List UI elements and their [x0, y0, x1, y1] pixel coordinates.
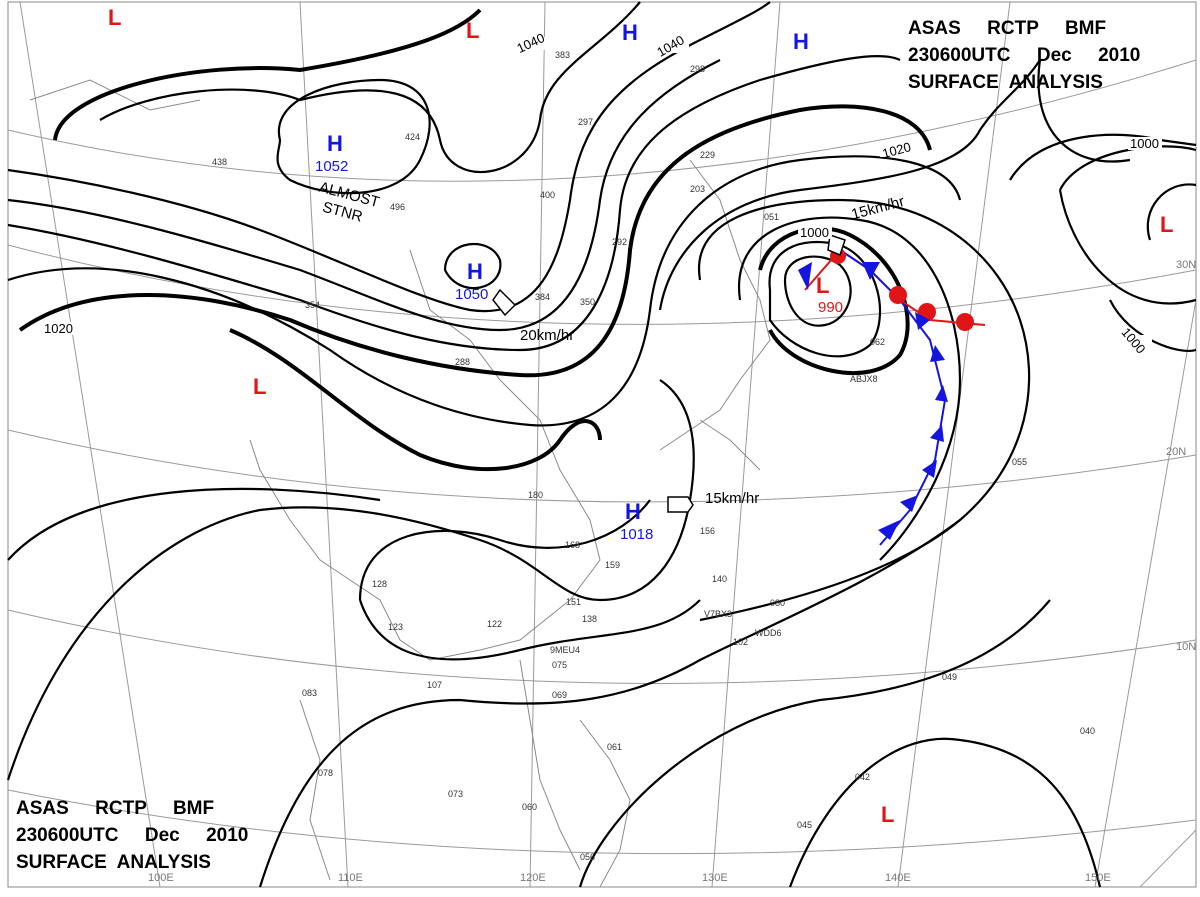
station-value: ABJX8: [850, 374, 878, 384]
station-value: 055: [1012, 457, 1027, 467]
longitude-label: 100E: [148, 872, 174, 884]
high-center-marker: H: [793, 29, 809, 54]
high-center-marker: H: [327, 131, 343, 156]
low-center-marker: L: [816, 273, 829, 298]
isobar-label: 1000: [800, 225, 829, 240]
station-value: 123: [388, 622, 403, 632]
station-value: 9MEU4: [550, 645, 580, 655]
station-value: 040: [1080, 726, 1095, 736]
station-value: 438: [212, 157, 227, 167]
station-value: 061: [607, 742, 622, 752]
title-line: ASAS RCTP BMF: [16, 798, 215, 819]
station-value: 073: [448, 789, 463, 799]
latitude-label: 10N: [1176, 641, 1196, 653]
station-value: 069: [552, 690, 567, 700]
low-center-pressure: 990: [818, 299, 843, 316]
title-line: SURFACE ANALYSIS: [16, 852, 211, 873]
low-center-marker: L: [1160, 212, 1173, 237]
longitude-label: 140E: [885, 872, 911, 884]
movement-speed-label: 15km/hr: [705, 490, 759, 507]
station-value: 051: [764, 212, 779, 222]
high-center-marker: H: [625, 499, 641, 524]
longitude-label: 150E: [1085, 872, 1111, 884]
station-value: WDD6: [755, 628, 782, 638]
station-value: 288: [455, 357, 470, 367]
high-center-marker: H: [622, 20, 638, 45]
station-value: 350: [580, 297, 595, 307]
title-line: SURFACE ANALYSIS: [908, 72, 1103, 93]
map-title-top-right: ASAS RCTP BMF 230600UTC Dec 2010 SURFACE A…: [908, 15, 1140, 96]
high-center-pressure: 1052: [315, 158, 348, 175]
station-value: 122: [487, 619, 502, 629]
station-value: 168: [565, 540, 580, 550]
station-value: 060: [522, 802, 537, 812]
station-value: V7BX3: [704, 609, 732, 619]
station-value: 049: [942, 672, 957, 682]
cold-front-triangles: [798, 262, 948, 540]
latitude-label: 30N: [1176, 259, 1196, 271]
isobar-label: 1000: [1130, 136, 1159, 151]
fronts: [798, 248, 986, 546]
movement-arrows: [492, 234, 846, 513]
station-value: 128: [372, 579, 387, 589]
station-value: 292: [612, 237, 627, 247]
station-value: 159: [605, 560, 620, 570]
station-value: 140: [712, 574, 727, 584]
isobar-label: 1040: [514, 30, 547, 56]
station-value: 400: [540, 190, 555, 200]
meridians: [19, 1, 1197, 888]
low-center-marker: L: [253, 374, 266, 399]
station-value: 080: [770, 598, 785, 608]
movement-speed-label: 20km/hr: [520, 327, 574, 344]
station-value: 180: [528, 490, 543, 500]
low-center-marker: L: [108, 5, 121, 30]
low-center-marker: L: [466, 18, 479, 43]
station-value: 138: [582, 614, 597, 624]
station-value: 354: [305, 300, 320, 310]
longitude-label: 120E: [520, 872, 546, 884]
longitude-label: 110E: [338, 872, 363, 884]
longitude-label: 130E: [702, 872, 728, 884]
low-center-marker: L: [881, 802, 894, 827]
station-value: 151: [566, 597, 581, 607]
high-center-pressure: 1050: [455, 286, 488, 303]
station-value: 102: [733, 637, 748, 647]
station-value: 078: [318, 768, 333, 778]
station-value: 496: [390, 202, 405, 212]
station-value: 424: [405, 132, 420, 142]
station-value: 083: [302, 688, 317, 698]
station-value: 107: [427, 680, 442, 690]
isobar-label: 1020: [44, 321, 73, 336]
station-value: 297: [578, 117, 593, 127]
station-value: 156: [700, 526, 715, 536]
station-value: 075: [552, 660, 567, 670]
station-value: 229: [700, 150, 715, 160]
high-center-marker: H: [467, 259, 483, 284]
isobar-label: 1020: [881, 139, 913, 161]
parallels: [7, 59, 1197, 855]
map-frame: [7, 1, 1197, 888]
station-plots: 383 298 297 438 424 496 400 292 354 384 …: [212, 50, 1095, 862]
station-value: 062: [870, 337, 885, 347]
title-line: 230600UTC Dec 2010: [908, 45, 1141, 66]
latitude-label: 20N: [1166, 446, 1186, 458]
station-value: 298: [690, 64, 705, 74]
station-value: 056: [580, 852, 595, 862]
station-value: 384: [535, 292, 550, 302]
isobars: [6, 1, 1197, 888]
station-value: 045: [797, 820, 812, 830]
coastline: [29, 79, 771, 888]
title-line: 230600UTC Dec 2010: [16, 825, 249, 846]
high-center-pressure: 1018: [620, 526, 653, 543]
station-value: 383: [555, 50, 570, 60]
station-value: 042: [855, 772, 870, 782]
title-line: ASAS RCTP BMF: [908, 18, 1107, 39]
map-title-bottom-left: ASAS RCTP BMF 230600UTC Dec 2010 SURFACE A…: [16, 795, 248, 876]
movement-speed-label: 15km/hr: [849, 193, 906, 223]
station-value: 203: [690, 184, 705, 194]
